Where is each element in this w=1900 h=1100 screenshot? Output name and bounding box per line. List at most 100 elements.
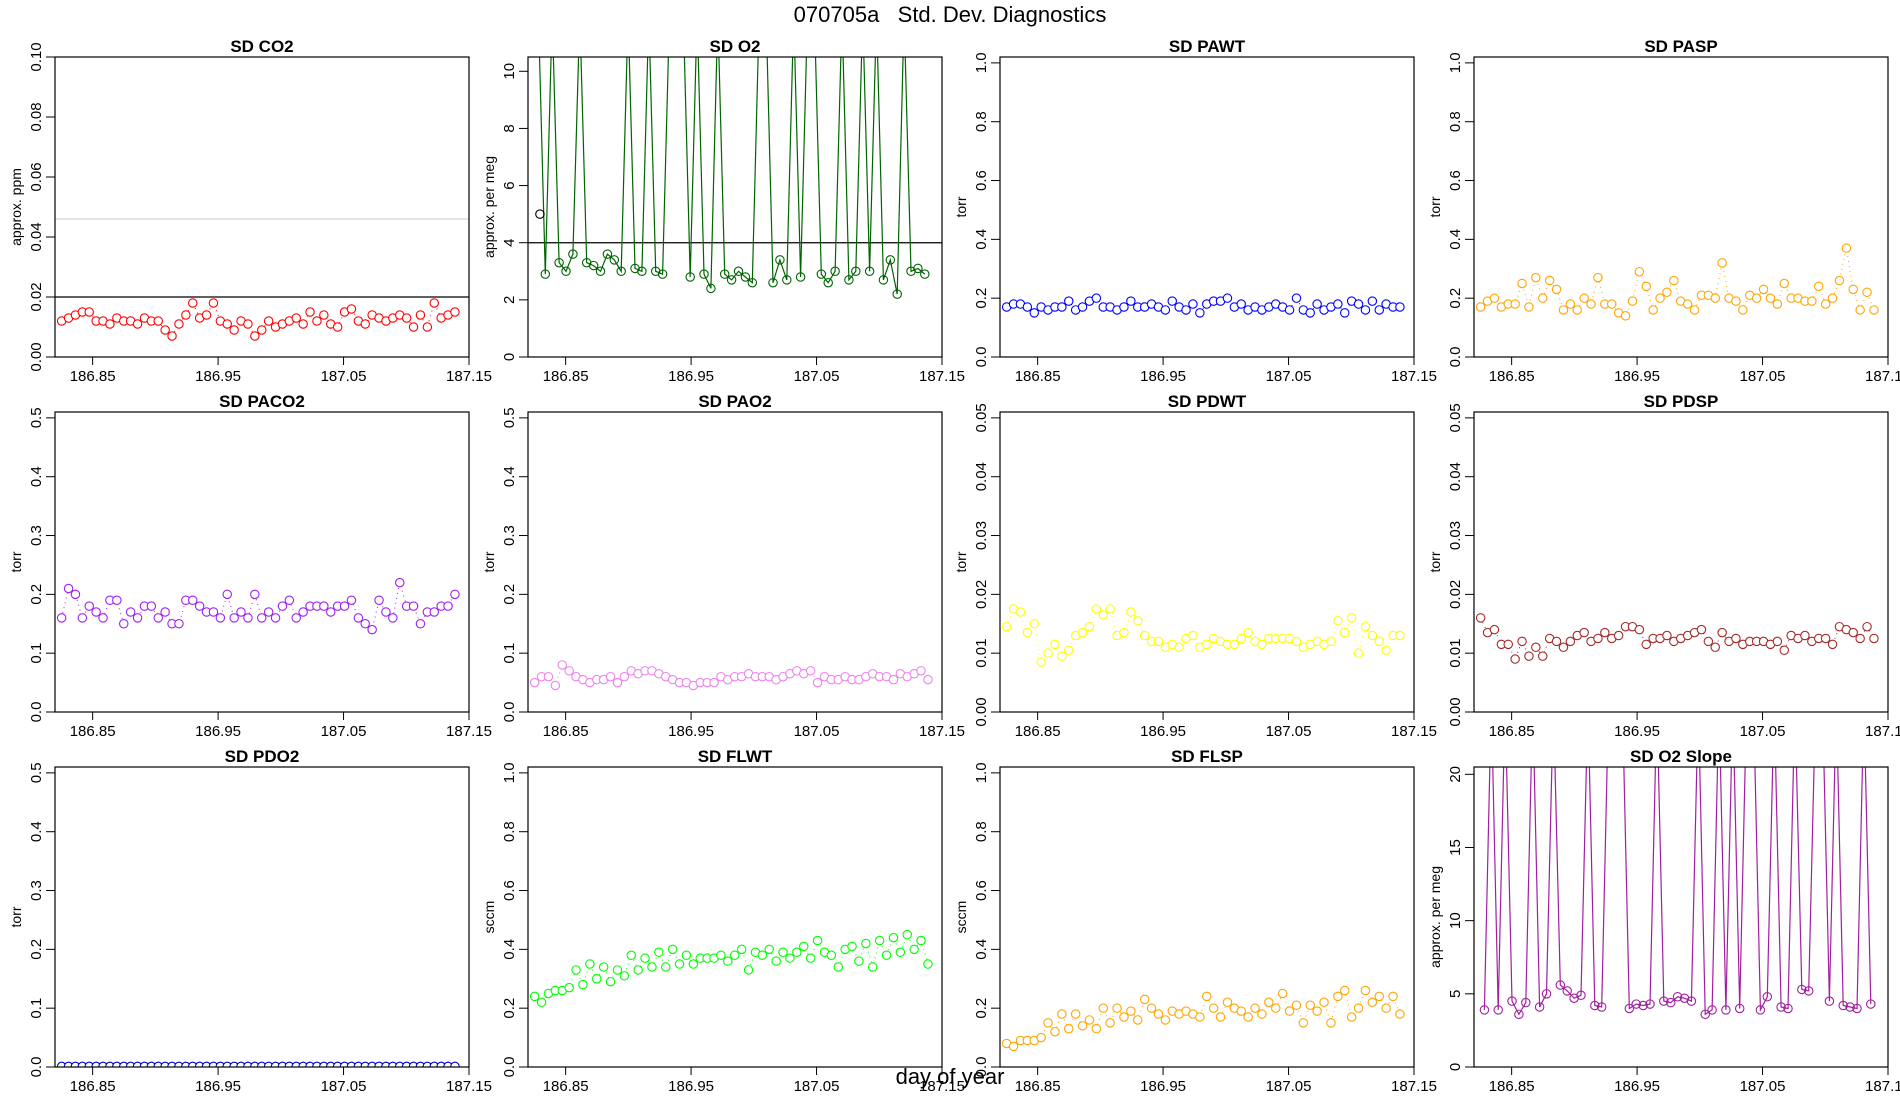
y-tick-label: 0.4 <box>501 466 518 487</box>
data-point <box>605 976 616 987</box>
plot-frame <box>999 411 1415 713</box>
figure-title-text: 070705a Std. Dev. Diagnostics <box>793 2 1107 27</box>
data-point <box>1565 636 1576 647</box>
data-point <box>812 677 823 688</box>
data-point <box>1645 999 1655 1009</box>
data-point <box>1551 636 1562 647</box>
data-point <box>236 607 246 617</box>
data-point <box>1077 302 1088 312</box>
y-axis-label: torr <box>953 196 969 217</box>
data-point <box>874 935 885 946</box>
data-point <box>1236 633 1246 644</box>
data-point <box>1043 648 1053 658</box>
data-point <box>1641 281 1651 292</box>
data-point <box>1731 633 1741 644</box>
panel-title: SD PDO2 <box>225 747 300 766</box>
y-tick-label: 0.06 <box>28 162 45 191</box>
data-point <box>1374 305 1384 315</box>
data-point <box>1862 621 1872 632</box>
data-point <box>1638 1000 1648 1011</box>
data-point <box>709 677 719 688</box>
data-point <box>1029 308 1039 318</box>
data-point <box>1395 1009 1405 1019</box>
data-point <box>861 938 871 949</box>
y-tick-label: 0.2 <box>1447 288 1464 309</box>
data-point <box>429 607 439 617</box>
y-tick-label: 0.02 <box>1447 580 1464 609</box>
plot-area <box>1001 985 1405 1052</box>
data-point <box>1620 311 1631 321</box>
data-point <box>605 671 616 682</box>
x-tick-label: 186.95 <box>1614 723 1660 740</box>
data-point <box>1250 1003 1260 1013</box>
data-point <box>360 619 370 629</box>
x-tick-label: 186.95 <box>1614 368 1660 385</box>
y-tick-label: 0.2 <box>28 584 45 605</box>
data-point <box>312 316 322 326</box>
data-point <box>77 613 88 623</box>
data-point <box>187 595 198 605</box>
data-point <box>1160 305 1171 315</box>
data-point <box>1050 639 1060 650</box>
data-point <box>1834 275 1845 286</box>
y-tick-label: 0.01 <box>973 639 990 668</box>
data-point <box>892 289 902 299</box>
y-tick-label: 0.4 <box>1447 229 1464 250</box>
x-tick-label: 187.05 <box>321 723 367 740</box>
x-tick-label: 187.15 <box>1391 1078 1437 1095</box>
data-point <box>771 956 781 966</box>
data-point <box>1517 636 1527 647</box>
data-point <box>1195 308 1205 318</box>
x-tick-label: 186.95 <box>1140 723 1186 740</box>
data-point <box>1091 293 1102 303</box>
data-point <box>263 316 274 326</box>
x-tick-label: 186.85 <box>70 368 116 385</box>
y-tick-label: 0.4 <box>501 939 518 960</box>
data-point <box>757 950 768 960</box>
chart-panel-4: SD PASP torr 0.0 0.2 0.4 0.6 0.8 1.0 186.85 186.9… <box>1427 37 1900 385</box>
x-tick-label: 187.05 <box>1266 723 1312 740</box>
x-tick-label: 186.95 <box>195 368 241 385</box>
data-point <box>408 322 419 332</box>
x-tick-label: 186.85 <box>70 723 116 740</box>
data-point <box>609 255 620 265</box>
data-point <box>867 962 878 972</box>
data-point <box>1353 299 1364 309</box>
x-tick-label: 186.95 <box>668 723 714 740</box>
data-point <box>1827 293 1838 303</box>
data-point <box>1641 639 1651 650</box>
data-point <box>612 677 623 688</box>
data-point <box>367 624 377 635</box>
data-point <box>1662 287 1672 298</box>
data-point <box>422 322 433 332</box>
plot-frame <box>527 766 943 1068</box>
data-point <box>723 956 733 966</box>
data-point <box>1755 1005 1766 1015</box>
y-tick-label: 0.0 <box>973 347 990 368</box>
data-point <box>550 680 561 691</box>
y-axis-label: torr <box>953 551 969 572</box>
data-point <box>250 589 260 600</box>
data-point <box>1008 1041 1019 1052</box>
data-point <box>529 677 540 688</box>
data-point <box>215 613 226 623</box>
x-tick-label: 187.15 <box>1865 723 1900 740</box>
data-point <box>1167 296 1177 306</box>
chart-panel-11: SD FLSP sccm 0.0 0.2 0.4 0.6 0.8 1.0 186.85 186.9… <box>953 747 1437 1095</box>
y-tick-label: 0.0 <box>28 1057 45 1078</box>
data-point <box>726 275 737 285</box>
data-point <box>1510 299 1520 309</box>
data-point <box>729 950 740 960</box>
plot-area <box>529 660 933 691</box>
data-point <box>194 601 205 611</box>
y-tick-label: 0.1 <box>28 998 45 1019</box>
data-point <box>1475 302 1486 312</box>
data-point <box>798 941 809 952</box>
data-point <box>132 613 143 623</box>
data-point <box>795 272 806 282</box>
y-tick-label: 0.4 <box>973 939 990 960</box>
data-point <box>1593 272 1603 283</box>
y-tick-label: 0.6 <box>973 170 990 191</box>
data-point <box>740 272 751 282</box>
data-point <box>381 607 391 617</box>
